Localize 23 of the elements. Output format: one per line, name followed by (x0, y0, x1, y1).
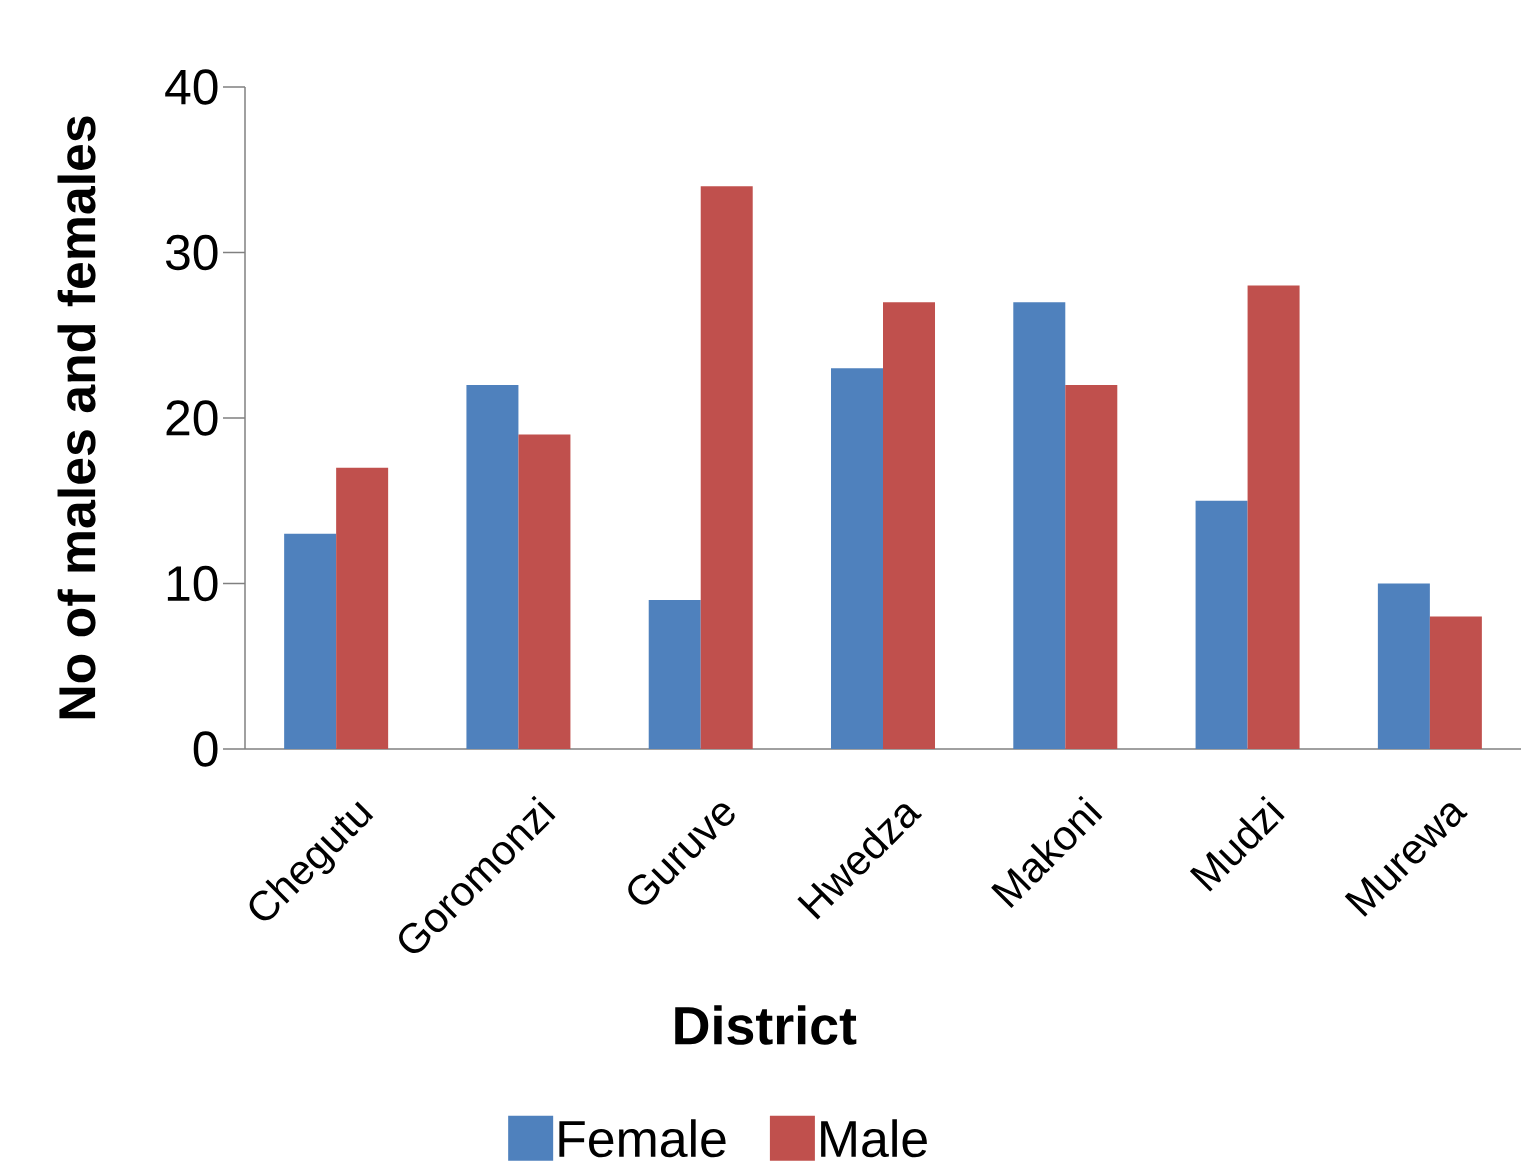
legend-label: Female (559, 1119, 726, 1158)
bar (466, 384, 519, 749)
y-axis-title: No of males and females (57, 116, 96, 719)
bar (1195, 500, 1248, 749)
bar (284, 533, 337, 749)
bar (1247, 285, 1300, 749)
bar (883, 302, 936, 749)
bar (1377, 583, 1430, 749)
bar (648, 600, 701, 749)
bar (518, 434, 571, 749)
bar (336, 467, 389, 749)
y-tick-label: 10 (167, 565, 218, 602)
y-tick-label: 40 (165, 69, 218, 105)
y-tick-label: 0 (193, 731, 218, 767)
y-tick-label: 30 (165, 234, 218, 271)
legend-label: Male (821, 1119, 927, 1158)
bar (1013, 302, 1066, 749)
bar (1065, 384, 1118, 749)
x-axis-title: District (675, 1005, 857, 1045)
y-tick-label: 20 (166, 400, 218, 436)
bar (1429, 616, 1482, 749)
bar (831, 368, 883, 749)
bar (700, 186, 753, 749)
